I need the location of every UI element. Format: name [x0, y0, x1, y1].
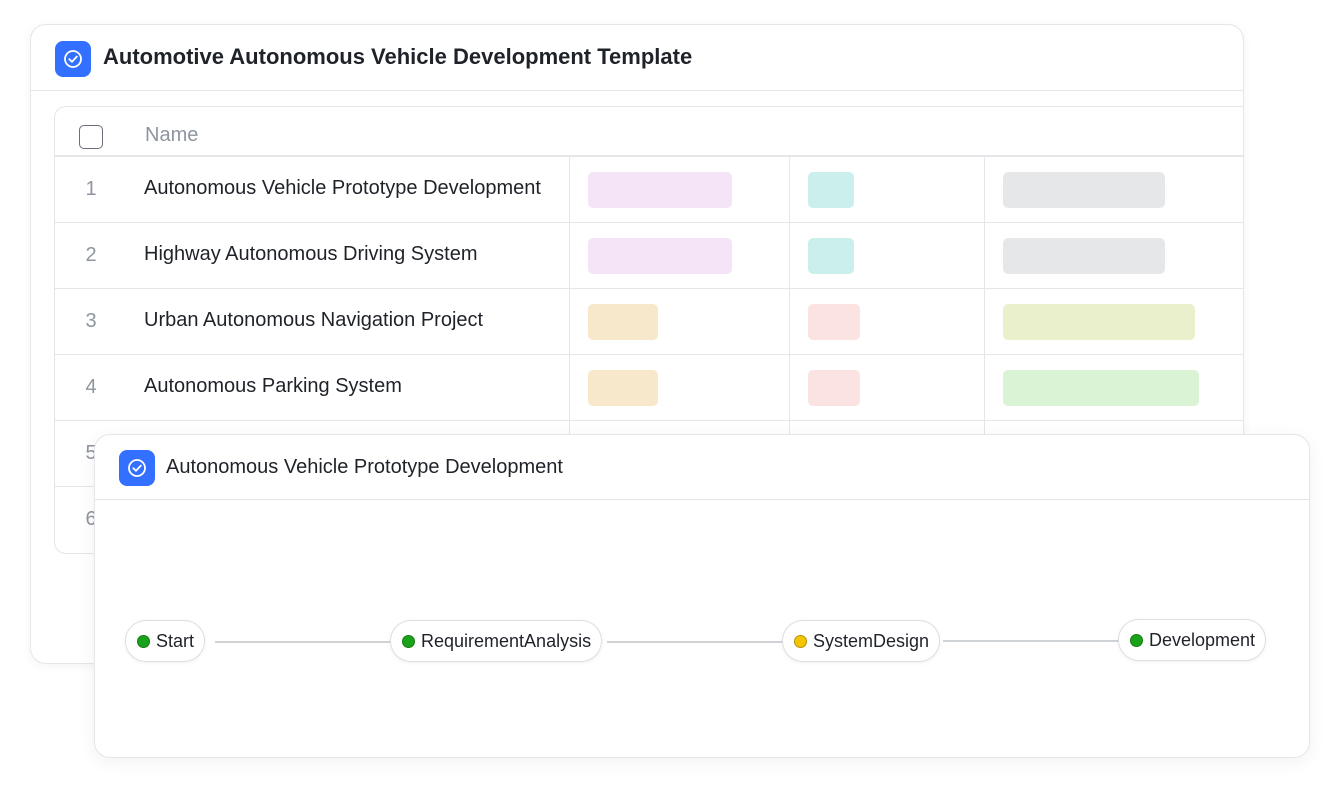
- template-header: Automotive Autonomous Vehicle Developmen…: [31, 25, 1243, 91]
- cell-divider: [789, 355, 790, 420]
- row-number: 6: [85, 508, 97, 530]
- table-row[interactable]: 3 Urban Autonomous Navigation Project: [55, 289, 1243, 355]
- flow-node-label: Start: [156, 630, 195, 651]
- cell-divider: [984, 157, 985, 222]
- tag-pill[interactable]: [1003, 172, 1165, 208]
- status-dot: [402, 634, 415, 648]
- flow-node-label: Development: [1149, 629, 1256, 650]
- row-name[interactable]: Highway Autonomous Driving System: [144, 243, 478, 265]
- cell-divider: [569, 289, 570, 354]
- flow-connector: [215, 641, 391, 643]
- row-number: 5: [85, 442, 97, 464]
- flow-connector: [607, 641, 783, 643]
- table-row[interactable]: 4 Autonomous Parking System: [55, 355, 1243, 421]
- cell-divider: [789, 289, 790, 354]
- tag-pill[interactable]: [588, 370, 658, 406]
- tag-pill[interactable]: [588, 172, 732, 208]
- row-number: 2: [85, 244, 97, 266]
- flow-node-requirement-analysis[interactable]: RequirementAnalysis: [390, 620, 603, 662]
- cell-divider: [789, 223, 790, 288]
- flow-node-start[interactable]: Start: [125, 620, 206, 662]
- row-number: 1: [85, 178, 97, 200]
- flow-panel-header: Autonomous Vehicle Prototype Development: [95, 435, 1309, 500]
- check-circle-icon: [119, 450, 155, 486]
- flow-connector: [943, 640, 1119, 642]
- cell-divider: [789, 157, 790, 222]
- tag-pill[interactable]: [588, 304, 658, 340]
- cell-divider: [569, 157, 570, 222]
- row-name[interactable]: Autonomous Vehicle Prototype Development: [144, 177, 541, 199]
- flow-node-system-design[interactable]: SystemDesign: [782, 620, 941, 662]
- tag-pill[interactable]: [808, 370, 860, 406]
- status-dot: [794, 634, 807, 648]
- cell-divider: [569, 223, 570, 288]
- check-circle-icon: [55, 41, 91, 77]
- cell-divider: [569, 355, 570, 420]
- row-name[interactable]: Autonomous Parking System: [144, 375, 402, 397]
- flow-node-label: RequirementAnalysis: [421, 630, 592, 651]
- row-number: 3: [85, 310, 97, 332]
- tag-pill[interactable]: [1003, 304, 1195, 340]
- cell-divider: [984, 223, 985, 288]
- cell-divider: [984, 289, 985, 354]
- select-all-checkbox[interactable]: [79, 125, 103, 149]
- tag-pill[interactable]: [808, 304, 860, 340]
- flow-node-development[interactable]: Development: [1118, 619, 1267, 661]
- table-row[interactable]: 1 Autonomous Vehicle Prototype Developme…: [55, 157, 1243, 223]
- row-name[interactable]: Urban Autonomous Navigation Project: [144, 309, 484, 331]
- flow-panel: Autonomous Vehicle Prototype Development…: [94, 434, 1310, 758]
- tag-pill[interactable]: [1003, 238, 1165, 274]
- tag-pill[interactable]: [588, 238, 732, 274]
- cell-divider: [984, 355, 985, 420]
- table-row[interactable]: 6: [55, 487, 1243, 553]
- table-row[interactable]: 2 Highway Autonomous Driving System: [55, 223, 1243, 289]
- table-header: Name: [55, 107, 1243, 157]
- status-dot: [137, 634, 150, 648]
- tag-pill[interactable]: [808, 172, 854, 208]
- template-title: Automotive Autonomous Vehicle Developmen…: [103, 44, 693, 69]
- tag-pill[interactable]: [1003, 370, 1199, 406]
- flow-panel-title: Autonomous Vehicle Prototype Development: [166, 456, 563, 478]
- tag-pill[interactable]: [808, 238, 854, 274]
- row-number: 4: [85, 376, 97, 398]
- flow-node-label: SystemDesign: [813, 630, 930, 651]
- status-dot: [1130, 633, 1143, 647]
- column-header-name[interactable]: Name: [145, 124, 199, 146]
